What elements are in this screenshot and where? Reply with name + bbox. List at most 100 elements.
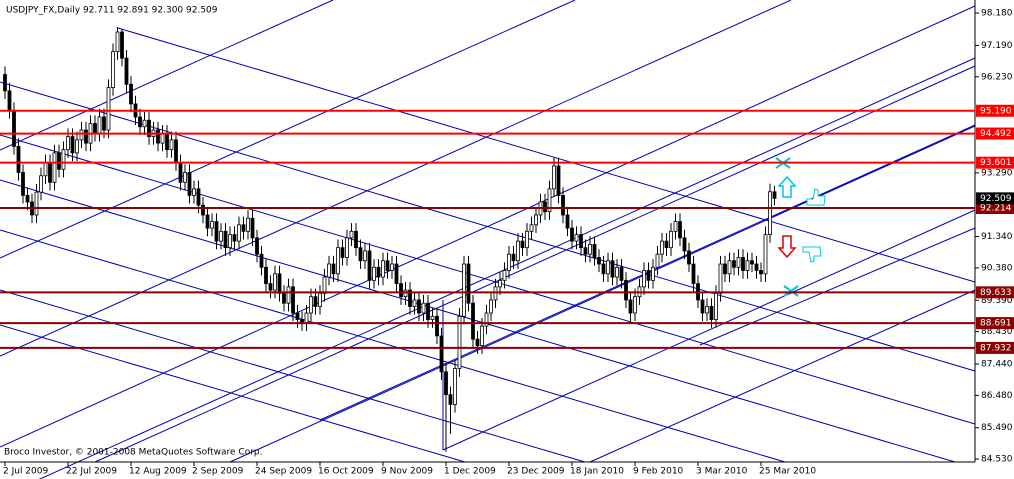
candle-body [466,263,471,304]
y-tick-label: 90.380 [981,263,1013,273]
candle-body [421,302,426,314]
candle-body [372,266,376,281]
candle-body [385,260,390,271]
candle-body [21,172,25,196]
candle-body [102,116,106,131]
candle-body [610,260,615,278]
candle-body [331,263,336,275]
candle-body [129,83,133,105]
candle-body [574,234,579,242]
x-tick-label: 2 Sep 2009 [192,467,244,477]
x-tick-label: 23 Dec 2009 [507,467,565,477]
candle-body [277,273,282,294]
candle-body [115,31,120,53]
last-price-box [976,192,1014,205]
candle-body [192,188,196,196]
candle-body [7,90,12,111]
candle-body [516,240,520,262]
level-label: 89.633 [980,288,1012,298]
candle-body [142,119,147,128]
x-tick-label: 24 Sep 2009 [255,467,312,477]
candle-body [399,283,403,298]
level-label-box [976,127,1014,140]
candle-body [664,240,669,249]
candle-body [295,312,300,320]
candle-body [12,110,16,147]
candle-body [763,234,768,275]
candle-body [444,371,448,396]
candle-body [255,237,259,255]
candle-body [547,188,552,213]
x-tick-label: 25 Mar 2010 [759,467,816,477]
candle-body [579,234,583,249]
candle-body [507,253,511,271]
candle-body [79,129,84,141]
candle-body [52,152,57,183]
candle-body [754,263,759,271]
candle-body [223,230,228,249]
candle-body [322,276,327,294]
candle-body [97,116,102,134]
candle-body [376,266,381,278]
candle-body [358,247,363,262]
candle-body [453,368,457,405]
candle-body [75,139,79,154]
candle-body [187,172,192,196]
candle-body [367,250,372,281]
candle-body [174,139,178,164]
x-tick-label: 18 Jan 2010 [570,467,624,477]
candle-body [178,162,183,183]
candle-body [345,237,349,258]
candle-body [169,139,174,151]
candle-body [259,253,264,268]
candle-body [286,286,291,304]
candle-body [588,243,592,255]
candle-body [768,191,772,235]
candle-body [70,136,75,154]
candle-body [633,296,637,314]
y-tick-label: 98.180 [981,9,1013,19]
candle-body [327,263,331,278]
candle-body [561,194,565,216]
candle-body [232,234,237,242]
candle-body [210,221,214,229]
y-tick-label: 97.190 [981,41,1013,51]
candle-body [552,165,556,190]
candle-body [615,266,619,278]
candle-body [183,172,187,183]
candle-body [475,338,480,347]
candle-body [606,260,610,275]
candle-body [304,312,309,324]
candle-body [651,266,655,281]
candle-body [241,224,246,232]
y-tick-label: 89.390 [981,296,1013,306]
candle-body [471,302,475,340]
level-label-box [976,104,1014,117]
candle-body [3,74,7,92]
candle-body [718,263,723,294]
candle-body [592,243,597,258]
trend-lines [0,0,976,479]
candle-body [736,257,741,268]
candle-body [25,194,30,203]
x-tick-label: 1 Dec 2009 [444,467,496,477]
candle-body [390,263,394,271]
candle-body [597,257,601,265]
candle-body [570,227,574,242]
candle-body [543,201,547,213]
candle-body [273,273,277,291]
candle-body [529,224,534,232]
y-tick-label: 85.490 [981,423,1013,433]
candle-body [43,162,48,177]
candle-body [750,260,754,265]
candle-body [700,299,705,314]
candle-body [268,283,273,291]
candle-body [318,293,322,307]
candle-body [120,31,124,59]
y-tick-label: 96.230 [981,72,1013,82]
candle-body [727,260,732,275]
candle-body [709,306,714,320]
candle-body [48,162,52,183]
